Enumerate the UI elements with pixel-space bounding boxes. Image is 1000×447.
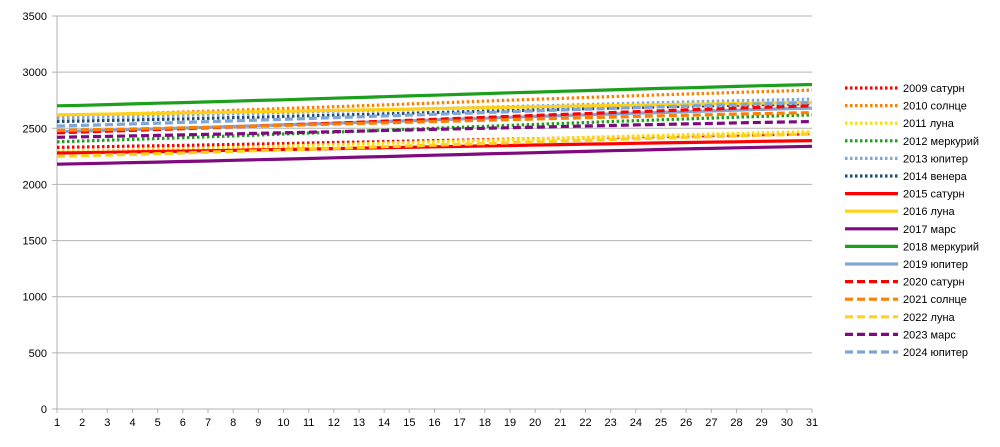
x-tick-label: 12 (328, 417, 340, 429)
series-line (56, 119, 813, 139)
legend: 2009 сатурн 2010 солнце 2011 луна 2012 мерк… (845, 83, 979, 359)
x-tick-label: 14 (378, 417, 390, 429)
series-line (56, 132, 813, 149)
x-tick-label: 30 (781, 417, 793, 429)
legend-label: 2021 солнце (903, 294, 967, 306)
x-tick-label: 13 (353, 417, 365, 429)
x-tick-label: 2 (79, 417, 85, 429)
legend-label: 2018 меркурий (903, 241, 979, 253)
series-line (56, 113, 813, 144)
series-line (56, 130, 813, 154)
series-line (56, 111, 813, 133)
series-line (56, 100, 813, 128)
x-tick-label: 28 (730, 417, 742, 429)
x-tick-label: 1 (54, 417, 60, 429)
legend-label: 2019 юпитер (903, 259, 968, 271)
x-tick-label: 25 (655, 417, 667, 429)
x-tick-label: 7 (205, 417, 211, 429)
x-tick-label: 20 (529, 417, 541, 429)
x-tick-label: 15 (403, 417, 415, 429)
y-tick-label: 3500 (23, 11, 47, 23)
y-tick-label: 3000 (23, 67, 47, 79)
x-tick-label: 4 (129, 417, 135, 429)
x-tick-label: 17 (454, 417, 466, 429)
legend-label: 2014 венера (903, 171, 968, 183)
x-tick-label: 3 (104, 417, 110, 429)
legend-label: 2016 луна (903, 206, 956, 218)
x-tick-label: 18 (479, 417, 491, 429)
x-tick-label: 27 (705, 417, 717, 429)
x-tick-label: 16 (428, 417, 440, 429)
x-tick-label: 6 (180, 417, 186, 429)
y-tick-label: 1500 (23, 236, 47, 248)
x-tick-label: 5 (155, 417, 161, 429)
series-line (56, 144, 813, 166)
y-tick-label: 500 (29, 348, 47, 360)
series-line (56, 100, 813, 117)
legend-label: 2024 юпитер (903, 347, 968, 359)
legend-label: 2020 сатурн (903, 277, 965, 289)
x-tick-label: 8 (230, 417, 236, 429)
legend-label: 2022 луна (903, 312, 956, 324)
x-tick-label: 9 (255, 417, 261, 429)
y-tick-label: 2500 (23, 123, 47, 135)
legend-label: 2009 сатурн (903, 83, 965, 95)
series-line (56, 82, 813, 108)
legend-label: 2010 солнце (903, 101, 967, 113)
x-tick-label: 22 (579, 417, 591, 429)
series-lines (56, 82, 813, 166)
y-tick-label: 0 (41, 404, 47, 416)
x-tick-label: 21 (554, 417, 566, 429)
legend-label: 2017 марс (903, 224, 956, 236)
x-tick-label: 10 (277, 417, 289, 429)
x-tick-label: 11 (303, 417, 314, 429)
x-tick-label: 24 (630, 417, 642, 429)
legend-label: 2023 марс (903, 329, 956, 341)
series-line (56, 132, 813, 158)
legend-label: 2011 луна (903, 118, 955, 130)
series-line (56, 139, 813, 155)
x-tick-label: 29 (756, 417, 768, 429)
y-tick-label: 1000 (23, 292, 47, 304)
x-tick-label: 26 (680, 417, 692, 429)
x-tick-label: 19 (504, 417, 516, 429)
legend-label: 2015 сатурн (903, 189, 965, 201)
y-tick-label: 2000 (23, 179, 47, 191)
legend-label: 2013 юпитер (903, 153, 968, 165)
legend-label: 2012 меркурий (903, 136, 979, 148)
x-tick-label: 23 (605, 417, 617, 429)
series-line (56, 97, 813, 120)
series-line (56, 102, 813, 124)
gridlines (57, 15, 812, 410)
x-tick-label: 31 (806, 417, 818, 429)
